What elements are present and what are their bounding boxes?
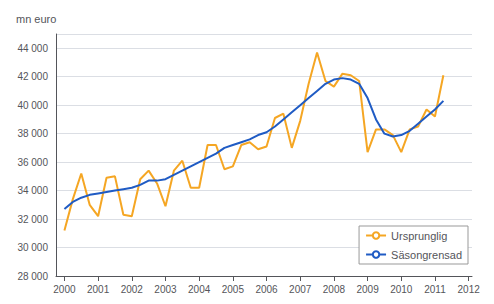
svg-text:Säsongrensad: Säsongrensad xyxy=(391,249,462,261)
svg-text:36 000: 36 000 xyxy=(17,157,48,168)
svg-text:28 000: 28 000 xyxy=(17,271,48,282)
svg-text:44 000: 44 000 xyxy=(17,43,48,54)
svg-text:2012: 2012 xyxy=(458,284,481,295)
svg-text:Ursprunglig: Ursprunglig xyxy=(391,230,447,242)
svg-text:40 000: 40 000 xyxy=(17,100,48,111)
svg-text:2006: 2006 xyxy=(255,284,278,295)
svg-text:32 000: 32 000 xyxy=(17,214,48,225)
svg-text:42 000: 42 000 xyxy=(17,71,48,82)
svg-text:2001: 2001 xyxy=(87,284,110,295)
svg-text:2010: 2010 xyxy=(390,284,413,295)
svg-text:2003: 2003 xyxy=(154,284,177,295)
svg-text:2004: 2004 xyxy=(188,284,211,295)
svg-text:30 000: 30 000 xyxy=(17,242,48,253)
svg-text:2009: 2009 xyxy=(356,284,379,295)
svg-text:34 000: 34 000 xyxy=(17,185,48,196)
svg-text:2000: 2000 xyxy=(53,284,76,295)
svg-text:2008: 2008 xyxy=(323,284,346,295)
svg-text:2005: 2005 xyxy=(222,284,245,295)
svg-text:2007: 2007 xyxy=(289,284,312,295)
svg-text:2002: 2002 xyxy=(121,284,144,295)
svg-text:2011: 2011 xyxy=(424,284,446,295)
svg-text:38 000: 38 000 xyxy=(17,128,48,139)
svg-text:mn euro: mn euro xyxy=(16,13,56,25)
